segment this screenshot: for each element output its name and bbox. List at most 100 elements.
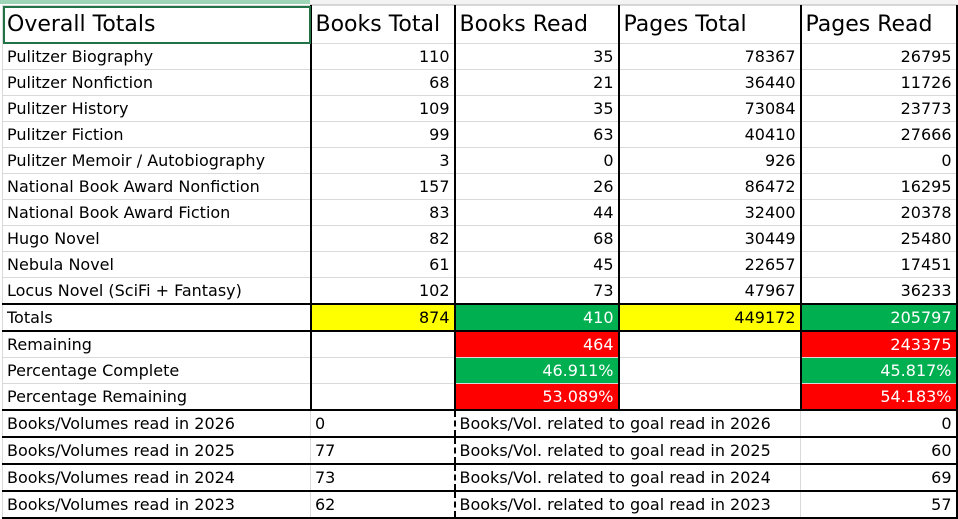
header-cell[interactable]: Overall Totals (2, 5, 311, 44)
summary-cell[interactable] (309, 357, 455, 384)
value-cell[interactable]: 45 (453, 251, 619, 278)
value-cell[interactable]: 83 (309, 199, 455, 226)
value-cell[interactable]: 61 (309, 251, 455, 278)
totals-cell[interactable]: 874 (309, 303, 455, 332)
goal-count[interactable]: 57 (800, 490, 958, 519)
value-cell[interactable]: 40410 (617, 121, 801, 148)
value-cell[interactable]: 68 (309, 69, 455, 96)
totals-cell[interactable]: 410 (453, 303, 619, 332)
goal-count[interactable]: 0 (800, 409, 958, 438)
value-cell[interactable]: 27666 (799, 121, 958, 148)
value-cell[interactable]: 3 (309, 147, 455, 174)
summary-label[interactable]: Percentage Remaining (2, 383, 311, 411)
totals-cell[interactable]: 449172 (617, 303, 801, 332)
goal-count[interactable]: 69 (800, 463, 958, 492)
value-cell[interactable]: 22657 (617, 251, 801, 278)
value-cell[interactable]: 30449 (617, 225, 801, 252)
value-cell[interactable]: 26 (453, 173, 619, 200)
category-cell[interactable]: Hugo Novel (2, 225, 311, 252)
value-cell[interactable]: 78367 (617, 43, 801, 70)
value-cell[interactable]: 21 (453, 69, 619, 96)
value-cell[interactable]: 86472 (617, 173, 801, 200)
value-cell[interactable]: 110 (309, 43, 455, 70)
value-cell[interactable]: 16295 (799, 173, 958, 200)
value-cell[interactable]: 0 (799, 147, 958, 174)
summary-cell[interactable] (617, 330, 801, 358)
column-header-selected[interactable] (0, 0, 310, 4)
category-cell[interactable]: Nebula Novel (2, 251, 311, 278)
year-label[interactable]: Books/Volumes read in 2025 (2, 436, 311, 465)
value-cell[interactable]: 11726 (799, 69, 958, 96)
table-row: National Book Award Fiction 83 44 32400 2037… (2, 199, 958, 226)
value-cell[interactable]: 32400 (617, 199, 801, 226)
value-cell[interactable]: 20378 (799, 199, 958, 226)
value-cell[interactable]: 35 (453, 95, 619, 122)
header-cell[interactable]: Pages Read (799, 5, 958, 44)
summary-cell[interactable]: 54.183% (799, 383, 958, 411)
year-label[interactable]: Books/Volumes read in 2024 (2, 463, 311, 492)
summary-cell[interactable]: 45.817% (799, 357, 958, 384)
value-cell[interactable]: 63 (453, 121, 619, 148)
year-count[interactable]: 77 (310, 436, 455, 465)
category-cell[interactable]: Pulitzer Nonfiction (2, 69, 311, 96)
summary-cell[interactable]: 464 (453, 330, 619, 358)
header-cell[interactable]: Pages Total (617, 5, 801, 44)
summary-row: Remaining 464 243375 (2, 330, 958, 358)
summary-label[interactable]: Remaining (2, 330, 311, 358)
year-label[interactable]: Books/Volumes read in 2026 (2, 409, 311, 438)
summary-cell[interactable] (309, 330, 455, 358)
value-cell[interactable]: 109 (309, 95, 455, 122)
totals-cell[interactable]: 205797 (799, 303, 958, 332)
value-cell[interactable]: 25480 (799, 225, 958, 252)
summary-cell[interactable] (617, 383, 801, 411)
value-cell[interactable]: 26795 (799, 43, 958, 70)
value-cell[interactable]: 926 (617, 147, 801, 174)
goal-label[interactable]: Books/Vol. related to goal read in 2024 (453, 463, 801, 492)
category-cell[interactable]: Locus Novel (SciFi + Fantasy) (2, 277, 311, 305)
header-cell[interactable]: Books Read (453, 5, 619, 44)
goal-label[interactable]: Books/Vol. related to goal read in 2023 (453, 490, 801, 519)
value-cell[interactable]: 35 (453, 43, 619, 70)
goal-label[interactable]: Books/Vol. related to goal read in 2025 (453, 436, 801, 465)
value-cell[interactable]: 17451 (799, 251, 958, 278)
value-cell[interactable]: 36233 (799, 277, 958, 305)
value-cell[interactable]: 99 (309, 121, 455, 148)
year-row: Books/Volumes read in 2026 0 Books/Vol. re… (2, 409, 958, 438)
category-cell[interactable]: National Book Award Fiction (2, 199, 311, 226)
table-row: Pulitzer Fiction 99 63 40410 27666 (2, 121, 958, 148)
category-cell[interactable]: Pulitzer History (2, 95, 311, 122)
value-cell[interactable]: 102 (309, 277, 455, 305)
table-row: Pulitzer Memoir / Autobiography 3 0 926 0 (2, 147, 958, 174)
year-count[interactable]: 73 (310, 463, 455, 492)
summary-label[interactable]: Percentage Complete (2, 357, 311, 384)
value-cell[interactable]: 36440 (617, 69, 801, 96)
summary-cell[interactable]: 53.089% (453, 383, 619, 411)
year-label[interactable]: Books/Volumes read in 2023 (2, 490, 311, 519)
summary-cell[interactable]: 243375 (799, 330, 958, 358)
value-cell[interactable]: 82 (309, 225, 455, 252)
header-cell[interactable]: Books Total (309, 5, 455, 44)
summary-cell[interactable] (309, 383, 455, 411)
goal-label[interactable]: Books/Vol. related to goal read in 2026 (453, 409, 801, 438)
table-row: Pulitzer Nonfiction 68 21 36440 11726 (2, 69, 958, 96)
summary-cell[interactable] (617, 357, 801, 384)
category-cell[interactable]: Pulitzer Fiction (2, 121, 311, 148)
value-cell[interactable]: 68 (453, 225, 619, 252)
year-count[interactable]: 0 (310, 409, 455, 438)
year-count[interactable]: 62 (310, 490, 455, 519)
value-cell[interactable]: 73 (453, 277, 619, 305)
goal-count[interactable]: 60 (800, 436, 958, 465)
category-cell[interactable]: National Book Award Nonfiction (2, 173, 311, 200)
year-row: Books/Volumes read in 2023 62 Books/Vol. r… (2, 490, 958, 519)
value-cell[interactable]: 157 (309, 173, 455, 200)
value-cell[interactable]: 0 (453, 147, 619, 174)
totals-label[interactable]: Totals (2, 303, 311, 332)
category-cell[interactable]: Pulitzer Biography (2, 43, 311, 70)
value-cell[interactable]: 44 (453, 199, 619, 226)
summary-cell[interactable]: 46.911% (453, 357, 619, 384)
value-cell[interactable]: 47967 (617, 277, 801, 305)
column-headers[interactable] (310, 0, 958, 5)
value-cell[interactable]: 23773 (799, 95, 958, 122)
category-cell[interactable]: Pulitzer Memoir / Autobiography (2, 147, 311, 174)
value-cell[interactable]: 73084 (617, 95, 801, 122)
